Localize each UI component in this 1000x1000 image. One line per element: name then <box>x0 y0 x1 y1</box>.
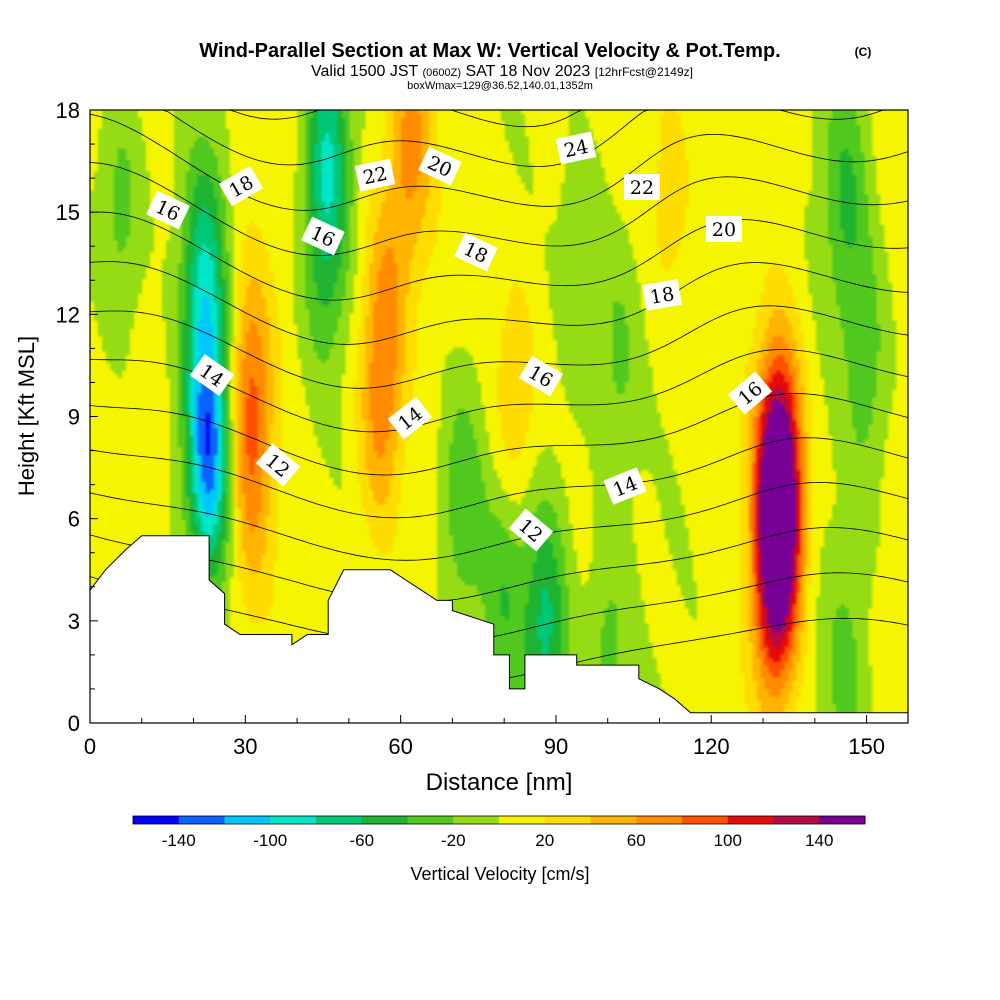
pot-temp-contour-13 <box>89 481 909 561</box>
x-tick-label: 30 <box>233 734 257 759</box>
colorbar-swatch <box>407 816 454 824</box>
contour-label-box <box>387 396 433 440</box>
y-tick-label: 0 <box>68 711 80 736</box>
colorbar-swatch <box>270 816 317 824</box>
valid-date: SAT 18 Nov 2023 <box>465 63 590 80</box>
colorbar-swatch <box>499 816 546 824</box>
forecast-info: [12hrFcst@2149z] <box>595 65 693 79</box>
pot-temp-contour-20 <box>89 162 909 256</box>
pot-temp-contour-18 <box>89 261 909 345</box>
contour-label-box <box>518 355 564 397</box>
contour-label-box <box>642 279 682 311</box>
colorbar-swatch <box>636 816 683 824</box>
x-tick-label: 0 <box>84 734 96 759</box>
colorbar-swatch <box>819 816 866 824</box>
contour-label-box <box>301 216 345 256</box>
contour-label-20: 20 <box>706 216 742 242</box>
utc-time: (0600Z) <box>422 67 461 79</box>
contour-label-text: 20 <box>712 219 736 241</box>
y-tick-label: 18 <box>56 98 80 123</box>
pot-temp-contour-15 <box>89 392 909 476</box>
contour-label-text: 18 <box>648 283 676 309</box>
pot-temp-contour-12 <box>89 527 909 603</box>
colorbar-swatch <box>316 816 363 824</box>
y-tick-label: 6 <box>68 507 80 532</box>
x-tick-label: 120 <box>693 734 730 759</box>
contour-label-22: 22 <box>624 174 660 200</box>
chart-title-mark: (C) <box>855 45 872 59</box>
contour-label-box <box>354 158 396 192</box>
colorbar-swatch <box>178 816 225 824</box>
x-axis-title: Distance [nm] <box>426 769 573 796</box>
pot-temp-contour-19 <box>89 211 909 301</box>
colorbar: -140 -100 -60 -20 20 60 100 140 <box>132 815 866 850</box>
colorbar-swatch <box>361 816 408 824</box>
contour-label-14: 14 <box>603 467 647 505</box>
contour-label-16: 16 <box>301 216 345 256</box>
y-tick-label: 15 <box>56 200 80 225</box>
colorbar-swatch <box>133 816 180 824</box>
colorbar-swatch <box>682 816 729 824</box>
box-wmax-info: boxWmax=129@36.52,140.01,1352m <box>407 80 593 92</box>
colorbar-tick-label: -60 <box>349 831 374 850</box>
colorbar-swatch <box>590 816 637 824</box>
valid-time: Valid 1500 JST <box>311 63 419 80</box>
pot-temp-contour-11 <box>89 572 909 645</box>
contour-label-22: 22 <box>354 158 396 192</box>
colorbar-swatch <box>224 816 271 824</box>
colorbar-swatch <box>453 816 500 824</box>
x-tick-label: 60 <box>388 734 412 759</box>
terrain-mask <box>89 535 909 724</box>
contour-label-text: 24 <box>562 136 590 163</box>
chart-title: Wind-Parallel Section at Max W: Vertical… <box>199 40 780 62</box>
contour-label-24: 24 <box>555 131 597 165</box>
valid-time-label: Valid 1500 JST (0600Z) SAT 18 Nov 2023 [… <box>311 63 693 80</box>
colorbar-tick-label: 60 <box>627 831 646 850</box>
contour-label-box <box>727 371 773 415</box>
y-tick-label: 3 <box>68 609 80 634</box>
contour-label-18: 18 <box>642 279 682 311</box>
contour-label-box <box>255 443 301 487</box>
contour-label-box <box>418 146 462 186</box>
y-axis-title: Height [Kft MSL] <box>14 336 39 496</box>
pot-temp-contour-14 <box>89 437 909 519</box>
colorbar-title: Vertical Velocity [cm/s] <box>410 864 589 884</box>
y-tick-label: 12 <box>56 302 80 327</box>
contour-label-box <box>146 190 190 230</box>
colorbar-tick-label: -100 <box>253 831 287 850</box>
contour-label-box <box>706 216 742 242</box>
x-tick-label: 90 <box>544 734 568 759</box>
y-tick-label: 9 <box>68 405 80 430</box>
contour-label-box <box>508 508 554 552</box>
contour-label-box <box>189 354 235 396</box>
contour-label-20: 20 <box>418 146 462 186</box>
pot-temp-contour-17 <box>89 305 909 389</box>
contour-label-box <box>454 232 498 272</box>
contour-label-box <box>555 131 597 165</box>
colorbar-swatch <box>773 816 820 824</box>
vertical-velocity-field <box>90 110 908 723</box>
contour-label-text: 22 <box>630 177 654 199</box>
colorbar-tick-label: 140 <box>805 831 833 850</box>
colorbar-tick-label: 20 <box>535 831 554 850</box>
contour-label-box <box>603 467 647 505</box>
contour-label-text: 22 <box>361 163 389 190</box>
colorbar-swatch <box>727 816 774 824</box>
x-tick-label: 150 <box>848 734 885 759</box>
colorbar-swatch <box>544 816 591 824</box>
colorbar-tick-label: -140 <box>162 831 196 850</box>
colorbar-tick-label: 100 <box>714 831 742 850</box>
colorbar-tick-label: -20 <box>441 831 466 850</box>
contour-label-box <box>624 174 660 200</box>
contour-label-box <box>218 165 264 207</box>
colorbar-frame <box>132 815 866 825</box>
axes: 0 30 60 90 120 150 0 3 6 9 12 15 18 <box>56 98 885 759</box>
